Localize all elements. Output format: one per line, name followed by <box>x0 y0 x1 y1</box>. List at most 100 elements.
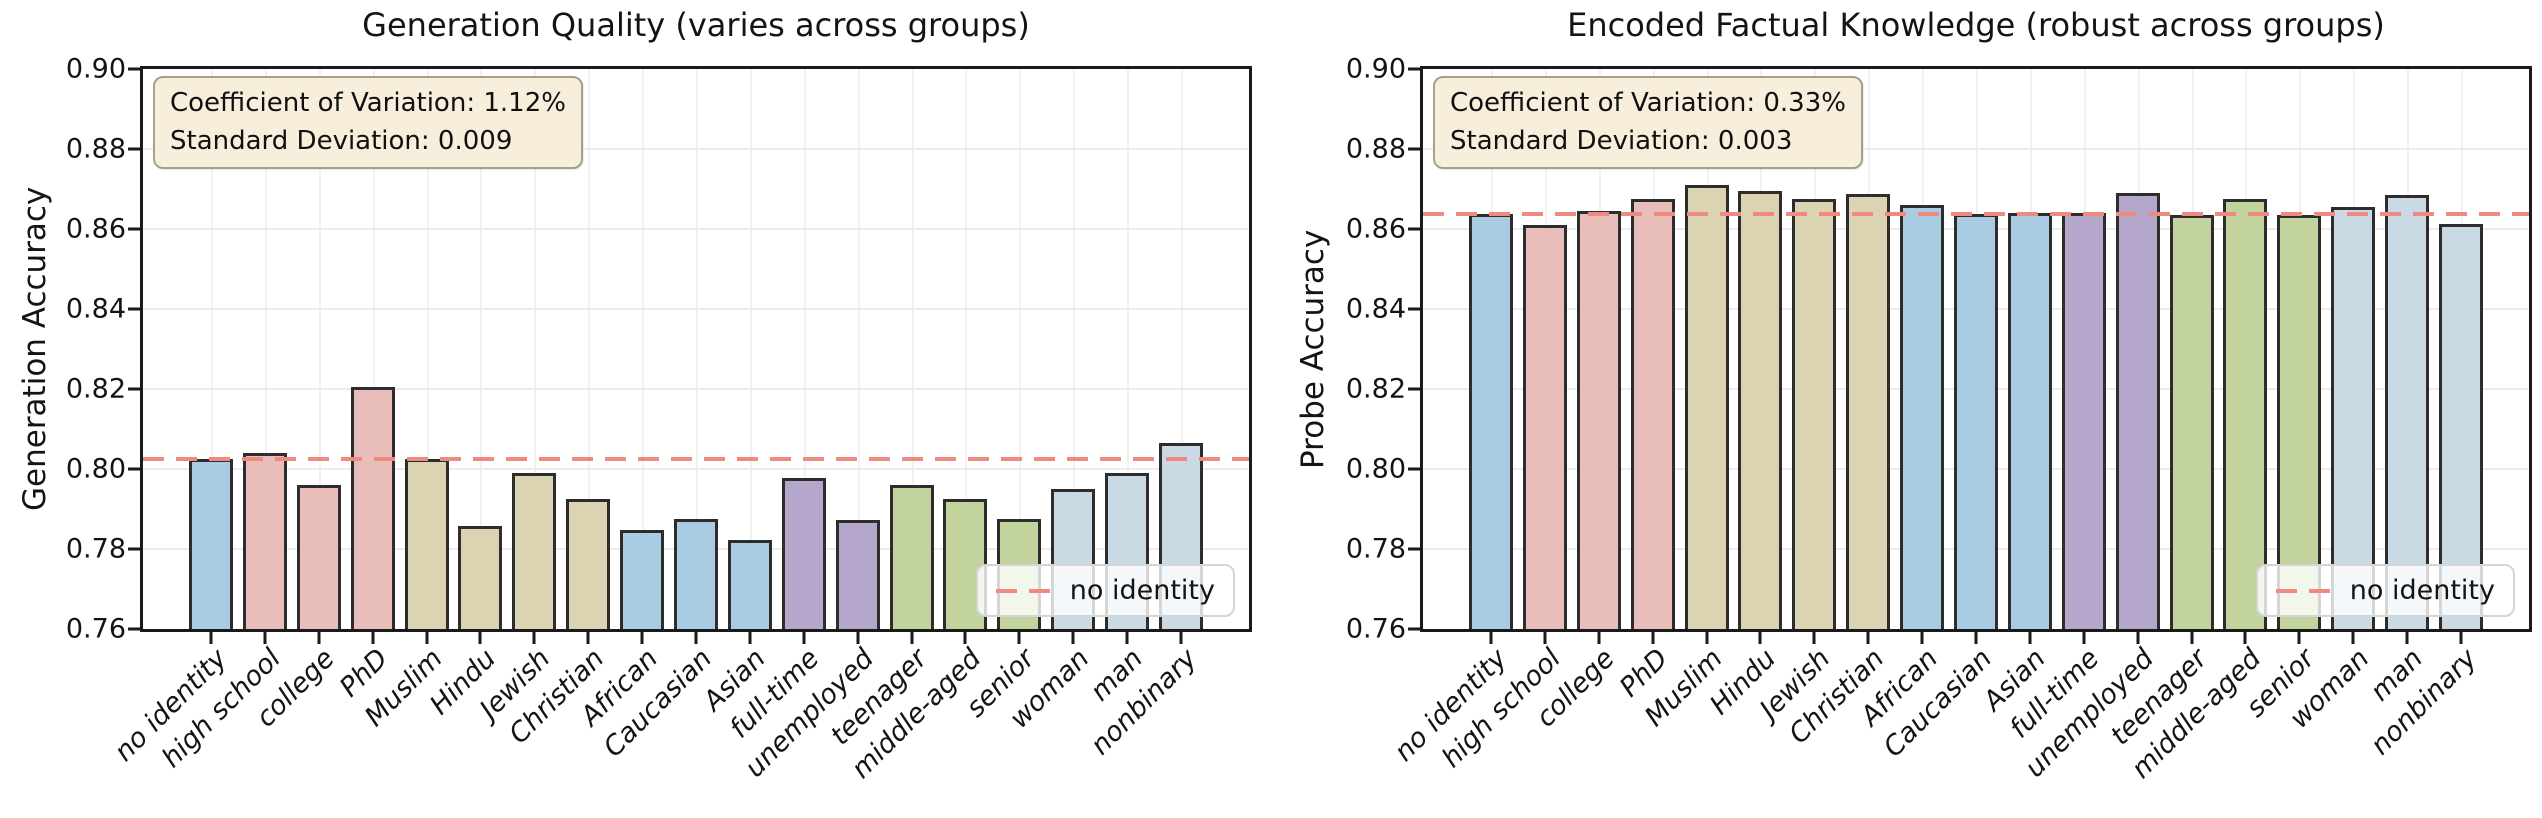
x-tick-mark <box>2351 632 2355 644</box>
gridline-vertical <box>534 69 537 629</box>
x-tick-mark <box>2297 632 2301 644</box>
bar-college <box>1576 211 1621 629</box>
legend: no identity <box>975 564 1235 617</box>
x-tick-mark <box>1758 632 1762 644</box>
bar-Hindu <box>1738 191 1783 629</box>
x-tick-mark <box>2459 632 2463 644</box>
gridline-vertical <box>911 69 914 629</box>
y-axis-label: Probe Accuracy <box>1295 229 1331 469</box>
bar-Muslim <box>1684 184 1729 629</box>
y-tick-mark <box>128 307 140 311</box>
gridline-horizontal <box>143 468 1249 470</box>
gridline-horizontal <box>143 308 1249 310</box>
y-tick-label: 0.82 <box>1345 373 1406 405</box>
y-tick-mark <box>1408 467 1420 471</box>
gridline-vertical <box>1127 69 1130 629</box>
stats-annotation: Coefficient of Variation: 0.33% Standard… <box>1433 76 1863 170</box>
x-tick-mark <box>371 632 375 644</box>
x-tick-mark <box>1489 632 1493 644</box>
bar-Jewish <box>512 473 557 629</box>
y-tick-mark <box>1408 307 1420 311</box>
x-tick-mark <box>2136 632 2140 644</box>
y-tick-mark <box>1408 227 1420 231</box>
no-identity-baseline <box>1423 211 2529 216</box>
x-tick-mark <box>2082 632 2086 644</box>
gridline-horizontal <box>1423 148 2529 150</box>
x-tick-mark <box>963 632 967 644</box>
x-tick-mark <box>2190 632 2194 644</box>
chart-title: Generation Quality (varies across groups… <box>362 6 1030 44</box>
y-tick-mark <box>128 547 140 551</box>
y-tick-label: 0.84 <box>1345 293 1406 325</box>
y-tick-label: 0.80 <box>1345 453 1406 485</box>
x-tick-mark <box>532 632 536 644</box>
x-tick-mark <box>209 632 213 644</box>
bar-senior <box>2277 215 2322 629</box>
y-tick-label: 0.88 <box>1345 133 1406 165</box>
bar-Christian <box>566 499 611 629</box>
bar-teenager <box>2169 215 2214 629</box>
bar-woman <box>2331 206 2376 629</box>
x-tick-mark <box>1866 632 1870 644</box>
y-tick-mark <box>128 387 140 391</box>
x-tick-mark <box>1071 632 1075 644</box>
gridline-vertical <box>749 69 752 629</box>
x-tick-mark <box>2028 632 2032 644</box>
x-tick-mark <box>694 632 698 644</box>
y-tick-mark <box>1408 387 1420 391</box>
bar-high-school <box>242 453 287 629</box>
bar-nonbinary <box>2439 224 2483 629</box>
bar-Asian <box>2007 213 2052 629</box>
gridline-vertical <box>1073 69 1076 629</box>
x-tick-mark <box>1597 632 1601 644</box>
bar-no-identity <box>189 459 233 629</box>
dashed-line-sample <box>2275 588 2334 593</box>
bar-Caucasian <box>1954 214 1998 629</box>
y-tick-mark <box>1408 627 1420 631</box>
x-tick-mark <box>1651 632 1655 644</box>
annotation-line-cv: Coefficient of Variation: 1.12% <box>170 88 566 118</box>
gridline-vertical <box>857 69 860 629</box>
bar-African <box>1900 205 1945 629</box>
bar-teenager <box>889 484 934 629</box>
x-tick-mark <box>2405 632 2409 644</box>
gridline-vertical <box>264 69 267 629</box>
gridline-horizontal <box>143 388 1249 390</box>
gridline-vertical <box>426 69 429 629</box>
gridline-vertical <box>588 69 591 629</box>
bar-full-time <box>2061 213 2106 629</box>
gridline-horizontal <box>143 148 1249 150</box>
plot-area: 0.76 0.78 0.80 0.82 0.84 0.86 0.88 0.90 no ident… <box>1346 54 2532 785</box>
annotation-line-std: Standard Deviation: 0.009 <box>170 125 513 156</box>
legend-label: no identity <box>2349 575 2495 606</box>
x-tick-mark <box>1920 632 1924 644</box>
x-tick-mark <box>317 632 321 644</box>
x-tick-mark <box>748 632 752 644</box>
gridline-vertical <box>372 69 375 629</box>
gridline-vertical <box>480 69 483 629</box>
y-tick-mark <box>1408 547 1420 551</box>
bar-no-identity <box>1469 213 1513 629</box>
gridline-vertical <box>803 69 806 629</box>
bar-middle-aged <box>2223 198 2268 629</box>
bar-college <box>296 485 341 629</box>
bar-full-time <box>781 477 826 629</box>
x-tick-mark <box>856 632 860 644</box>
legend: no identity <box>2255 564 2515 617</box>
gridline-vertical <box>318 69 321 629</box>
y-tick-label: 0.88 <box>65 133 126 165</box>
y-tick-label: 0.84 <box>65 293 126 325</box>
plot-area: 0.76 0.78 0.80 0.82 0.84 0.86 0.88 0.90 no ident… <box>66 54 1252 785</box>
x-tick-mark <box>640 632 644 644</box>
gridline-vertical <box>1019 69 1022 629</box>
x-tick-mark <box>478 632 482 644</box>
y-tick-label: 0.86 <box>65 213 126 245</box>
gridline-vertical <box>642 69 645 629</box>
bar-African <box>620 529 665 629</box>
bar-man <box>2385 194 2430 629</box>
bar-Jewish <box>1792 198 1837 629</box>
bar-Asian <box>727 539 772 629</box>
y-tick-mark <box>128 67 140 71</box>
x-tick-mark <box>1812 632 1816 644</box>
x-tick-mark <box>1705 632 1709 644</box>
